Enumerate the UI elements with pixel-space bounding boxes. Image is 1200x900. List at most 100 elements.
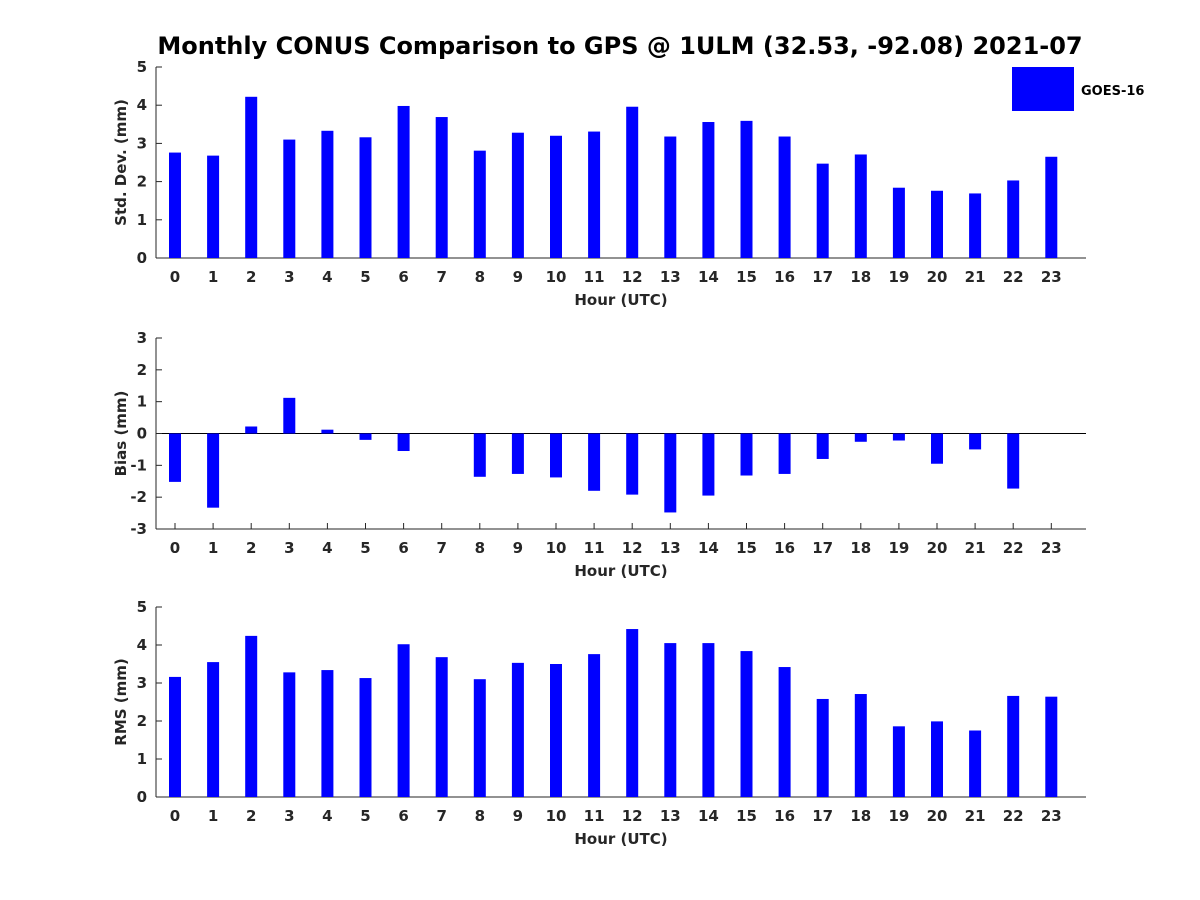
rms-y-tick-label: 1: [137, 750, 147, 768]
rms-x-axis-label: Hour (UTC): [574, 830, 667, 848]
stddev-bar: [664, 136, 677, 258]
rms-bar: [245, 635, 258, 797]
stddev-bar: [397, 105, 410, 259]
stddev-x-tick-label: 13: [660, 268, 681, 286]
rms-bar: [283, 672, 296, 797]
rms-x-tick-label: 18: [850, 807, 871, 825]
rms-x-tick-label: 3: [284, 807, 294, 825]
stddev-x-tick-label: 22: [1003, 268, 1024, 286]
stddev-bar: [169, 152, 181, 258]
bias-x-tick-label: 21: [965, 539, 986, 557]
rms-x-tick-label: 17: [812, 807, 833, 825]
rms-y-tick-label: 0: [137, 788, 147, 806]
bias-x-tick-label: 13: [660, 539, 681, 557]
bias-y-tick-label: 0: [137, 425, 147, 443]
rms-bar: [816, 698, 829, 797]
bias-y-tick-label: 2: [137, 361, 147, 379]
bias-y-tick-label: -1: [130, 456, 147, 474]
stddev-bar: [816, 163, 829, 258]
bias-bar: [664, 433, 677, 513]
rms-x-tick-label: 9: [513, 807, 523, 825]
bias-x-tick-label: 7: [436, 539, 446, 557]
rms-bar: [550, 664, 562, 797]
bias-x-tick-label: 18: [850, 539, 871, 557]
bias-bar: [207, 433, 220, 508]
bias-bar: [473, 433, 486, 477]
bias-x-tick-label: 8: [475, 539, 485, 557]
bias-bar: [816, 433, 829, 459]
bias-x-tick-label: 6: [398, 539, 408, 557]
rms-x-tick-label: 4: [322, 807, 332, 825]
stddev-x-tick-label: 7: [436, 268, 446, 286]
bias-x-tick-label: 17: [812, 539, 833, 557]
rms-bar: [169, 676, 181, 797]
bias-x-tick-label: 0: [170, 539, 180, 557]
stddev-bar: [854, 154, 867, 258]
bias-bar: [778, 433, 791, 474]
bias-x-tick-label: 19: [888, 539, 909, 557]
stddev-x-tick-label: 19: [888, 268, 909, 286]
legend: GOES-16: [1012, 67, 1144, 111]
stddev-x-tick-label: 23: [1041, 268, 1062, 286]
bias-x-tick-label: 23: [1041, 539, 1062, 557]
bias-x-tick-label: 15: [736, 539, 757, 557]
bias-bar: [740, 433, 753, 476]
stddev-bar: [778, 136, 791, 258]
bias-x-tick-label: 20: [927, 539, 948, 557]
bias-x-tick-label: 5: [360, 539, 370, 557]
bias-x-tick-label: 16: [774, 539, 795, 557]
bias-bar: [245, 426, 258, 434]
rms-x-tick-label: 20: [927, 807, 948, 825]
bias-x-tick-label: 10: [546, 539, 567, 557]
stddev-y-tick-label: 2: [137, 173, 147, 191]
rms-bar: [1045, 696, 1058, 797]
rms-x-tick-label: 11: [584, 807, 605, 825]
rms-x-tick-label: 16: [774, 807, 795, 825]
stddev-x-tick-label: 11: [584, 268, 605, 286]
rms-x-tick-label: 12: [622, 807, 643, 825]
rms-bar: [473, 679, 486, 797]
bias-bar: [397, 433, 410, 452]
bias-bar: [588, 433, 601, 491]
stddev-bar: [245, 96, 258, 259]
rms-bar: [969, 730, 982, 797]
stddev-x-tick-label: 16: [774, 268, 795, 286]
rms-bar: [740, 651, 753, 797]
rms-bar: [931, 721, 943, 797]
rms-bar: [588, 654, 601, 797]
stddev-bar: [588, 131, 601, 258]
rms-x-tick-label: 5: [360, 807, 370, 825]
rms-x-tick-label: 19: [888, 807, 909, 825]
bias-x-tick-label: 11: [584, 539, 605, 557]
stddev-x-tick-label: 0: [170, 268, 180, 286]
bias-x-tick-label: 3: [284, 539, 294, 557]
rms-bar: [359, 678, 372, 797]
stddev-bar: [892, 187, 905, 258]
stddev-bar: [511, 132, 524, 258]
rms-x-tick-label: 15: [736, 807, 757, 825]
rms-bar: [702, 643, 715, 797]
bias-bar: [626, 433, 639, 495]
bias-bar: [359, 433, 372, 440]
stddev-x-tick-label: 8: [475, 268, 485, 286]
stddev-x-tick-label: 2: [246, 268, 256, 286]
stddev-bar: [207, 155, 220, 258]
bias-bar: [321, 429, 334, 434]
bias-bar: [854, 433, 867, 442]
rms-bar: [435, 657, 448, 797]
bias-bar: [702, 433, 715, 496]
bias-x-tick-label: 1: [208, 539, 218, 557]
rms-bar: [778, 667, 791, 797]
stddev-bar: [321, 130, 334, 258]
bias-bar: [892, 433, 905, 441]
bias-bar: [1007, 433, 1020, 489]
stddev-x-tick-label: 18: [850, 268, 871, 286]
bias-x-tick-label: 22: [1003, 539, 1024, 557]
rms-y-tick-label: 4: [137, 636, 147, 654]
stddev-y-tick-label: 3: [137, 134, 147, 152]
bias-x-tick-label: 9: [513, 539, 523, 557]
stddev-x-tick-label: 21: [965, 268, 986, 286]
bias-bar: [969, 433, 982, 450]
rms-x-tick-label: 22: [1003, 807, 1024, 825]
